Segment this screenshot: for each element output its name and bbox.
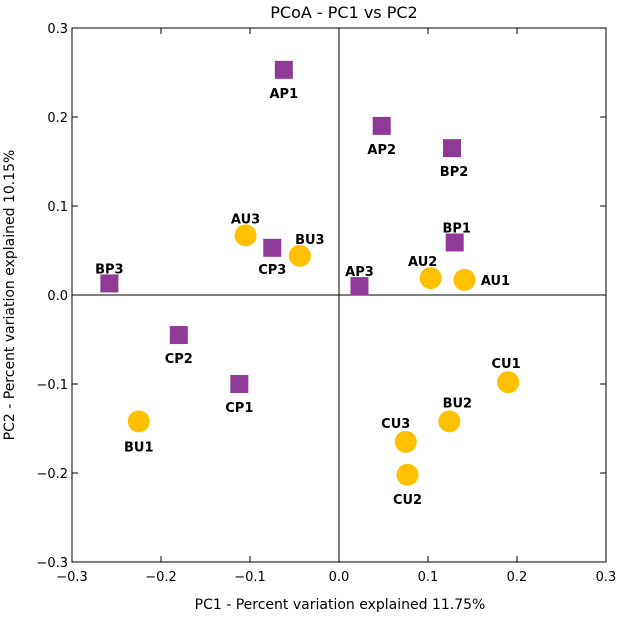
marker-square-bp3	[100, 274, 119, 293]
marker-circle-bu2	[438, 410, 461, 433]
marker-square-bp1	[445, 233, 464, 252]
point-label-bp1: BP1	[442, 221, 470, 236]
x-tick-label: −0.1	[234, 570, 266, 585]
marker-square-ap1	[274, 60, 293, 79]
y-axis-label: PC2 - Percent variation explained 10.15%	[2, 150, 18, 441]
point-label-cp1: CP1	[225, 401, 253, 416]
y-tick-label: −0.2	[36, 467, 68, 482]
point-label-bp3: BP3	[95, 262, 123, 277]
x-axis-label: PC1 - Percent variation explained 11.75%	[195, 597, 486, 613]
point-label-ap2: AP2	[367, 143, 396, 158]
plot-area: −0.3 −0.2 −0.1 0.0 0.1 0.2 0.3 0.3 0.2 0.1 0.0 −0.1…	[36, 22, 616, 585]
marker-circle-bu3	[288, 244, 311, 267]
y-tick-label: 0.3	[47, 22, 68, 37]
marker-square-cp1	[230, 375, 249, 393]
point-label-cp2: CP2	[165, 352, 193, 367]
y-tick-label: −0.3	[36, 556, 68, 571]
point-label-cu2: CU2	[393, 493, 422, 508]
point-label-bu2: BU2	[443, 396, 473, 411]
point-label-bp2: BP2	[440, 165, 468, 180]
point-label-bu1: BU1	[124, 440, 154, 455]
point-label-ap1: AP1	[269, 87, 298, 102]
x-tick-label: −0.2	[145, 570, 177, 585]
point-label-cu3: CU3	[381, 417, 410, 432]
y-tick-label: 0.1	[47, 200, 68, 215]
point-label-ap3: AP3	[345, 265, 374, 280]
marker-circle-cu2	[396, 463, 419, 486]
x-tick-label: −0.3	[56, 570, 88, 585]
marker-square-ap2	[372, 116, 391, 135]
x-tick-label: 0.0	[329, 570, 350, 585]
x-tick-label: 0.2	[507, 570, 528, 585]
marker-circle-cu3	[394, 430, 417, 453]
point-label-cu1: CU1	[492, 357, 521, 372]
marker-circle-au1	[453, 268, 476, 291]
marker-circle-bu1	[127, 410, 150, 433]
x-tick-label: 0.3	[596, 570, 617, 585]
point-label-cp3: CP3	[258, 263, 286, 278]
marker-square-cp3	[263, 238, 282, 257]
y-tick-label: −0.1	[36, 378, 68, 393]
marker-square-ap3	[350, 277, 369, 296]
marker-square-bp2	[443, 139, 462, 158]
x-tick-label: 0.1	[418, 570, 439, 585]
marker-circle-au2	[419, 267, 442, 290]
marker-square-cp2	[169, 326, 188, 345]
point-label-bu3: BU3	[295, 233, 325, 248]
marker-circle-au3	[234, 224, 257, 247]
y-tick-label: 0.0	[47, 289, 68, 304]
point-label-au1: AU1	[481, 274, 510, 289]
marker-circle-cu1	[497, 371, 520, 394]
chart-title: PCoA - PC1 vs PC2	[270, 3, 417, 22]
point-label-au3: AU3	[231, 212, 260, 227]
y-tick-label: 0.2	[47, 111, 68, 126]
point-label-au2: AU2	[408, 255, 437, 270]
